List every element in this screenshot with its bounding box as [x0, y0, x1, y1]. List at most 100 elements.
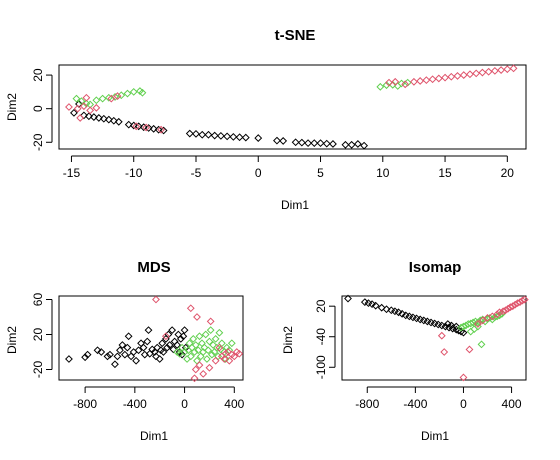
tsne-point-black [94, 114, 103, 122]
mds-point-green [201, 330, 210, 339]
tsne-title: t-SNE [275, 27, 316, 44]
mds-point-red [190, 374, 199, 383]
isomap-point-green [483, 315, 492, 323]
mds-point-red [193, 313, 201, 321]
tsne-point-black [99, 114, 108, 123]
isomap-point-black [382, 305, 391, 314]
mds-y-tick-label: 20 [31, 328, 45, 342]
tsne-point-red [65, 103, 73, 111]
mds-point-black [179, 332, 188, 341]
isomap-point-red [473, 320, 482, 328]
tsne-point-black [235, 133, 244, 142]
tsne-point-red [73, 104, 82, 113]
mds-point-green [212, 343, 221, 352]
tsne-point-red [79, 102, 88, 111]
tsne-point-red [428, 75, 437, 84]
mds-point-green [204, 346, 213, 355]
isomap-point-red [518, 296, 527, 305]
mds-x-tick-label: 0 [181, 397, 188, 411]
mds-point-black [132, 356, 140, 365]
tsne-x-tick-label: 20 [501, 166, 515, 180]
mds-point-black [143, 337, 152, 346]
mds-point-black [176, 334, 185, 343]
isomap-point-black [447, 321, 456, 330]
isomap-point-red [478, 316, 487, 325]
isomap-point-green [459, 322, 468, 331]
tsne-point-black [114, 117, 123, 126]
tsne-point-red [422, 76, 431, 85]
mds-point-red [221, 349, 230, 358]
mds-point-green [211, 334, 220, 343]
tsne-point-red [86, 106, 95, 115]
mds-point-red [225, 356, 234, 365]
mds-point-black [159, 348, 168, 356]
isomap-axes: -800 -400 0 400 -100 -40 20 [314, 299, 522, 411]
isomap-y-tick-label: 20 [314, 299, 328, 313]
tsne-point-black [216, 131, 225, 140]
tsne-point-red [472, 69, 481, 78]
tsne-point-black [79, 111, 88, 120]
tsne-point-red [453, 72, 462, 80]
mds-point-green [190, 348, 199, 356]
mds-point-black [139, 343, 148, 352]
isomap-point-red [495, 308, 504, 317]
tsne-point-red [441, 73, 449, 82]
mds-panel: MDS Dim1 Dim2 -800 -400 0 400 -20 20 60 [5, 259, 245, 443]
tsne-point-green [77, 97, 86, 106]
tsne-x-tick-label: 0 [255, 166, 262, 180]
mds-point-red [162, 332, 170, 341]
tsne-point-red [509, 64, 518, 73]
isomap-point-red [513, 299, 522, 308]
tsne-point-black [304, 139, 312, 148]
isomap-ylabel: Dim2 [281, 326, 295, 354]
tsne-point-green [92, 96, 101, 105]
mds-point-green [205, 337, 214, 346]
tsne-point-red [76, 114, 85, 122]
mds-xlabel: Dim1 [140, 429, 168, 443]
mds-point-black [120, 350, 129, 359]
mds-point-black [118, 341, 127, 349]
tsne-x-tick-label: 5 [317, 166, 324, 180]
mds-point-black [144, 326, 153, 335]
tsne-point-black [185, 129, 194, 138]
mds-point-red [199, 369, 208, 378]
tsne-xlabel: Dim1 [281, 198, 309, 212]
mds-x-tick-label: -800 [73, 397, 97, 411]
tsne-x-tick-label: -5 [191, 166, 202, 180]
isomap-point-green [498, 309, 506, 318]
mds-point-black [93, 346, 102, 355]
mds-point-green [186, 352, 195, 361]
isomap-point-black [377, 303, 386, 312]
mds-point-black [158, 339, 167, 348]
tsne-point-black [223, 132, 232, 141]
mds-x-tick-label: -400 [123, 397, 147, 411]
mds-point-green [227, 339, 236, 348]
mds-point-black [180, 326, 189, 335]
tsne-point-green [104, 93, 113, 102]
mds-point-black [153, 343, 162, 352]
tsne-point-black [254, 134, 263, 142]
isomap-point-red [506, 303, 515, 312]
mds-point-red [235, 349, 244, 358]
tsne-point-black [129, 121, 138, 130]
tsne-point-black [198, 130, 207, 139]
tsne-x-tick-label: 10 [376, 166, 390, 180]
tsne-point-red [484, 67, 493, 76]
isomap-y-tick-label: -40 [314, 328, 328, 346]
tsne-point-black [360, 141, 369, 150]
tsne-point-black [297, 138, 306, 147]
mds-point-black [97, 348, 106, 356]
isomap-points [344, 294, 529, 382]
mds-point-red [211, 356, 220, 365]
tsne-point-black [134, 122, 143, 131]
tsne-point-red [385, 78, 393, 87]
tsne-point-red [113, 92, 122, 100]
tsne-y-tick-label: -20 [31, 133, 45, 151]
mds-point-black [123, 343, 132, 352]
isomap-point-black [371, 301, 380, 310]
tsne-point-black [144, 124, 153, 132]
tsne-point-red [478, 68, 487, 77]
tsne-point-red [157, 125, 166, 134]
isomap-x-tick-label: -800 [355, 397, 379, 411]
